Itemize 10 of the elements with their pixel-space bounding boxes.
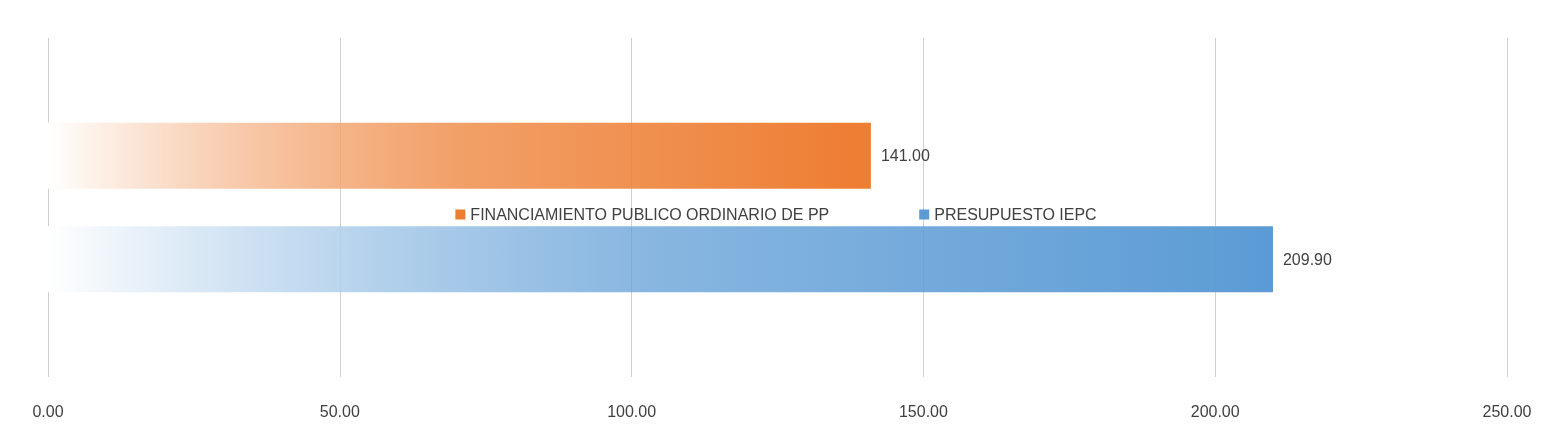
x-tick-label: 200.00 bbox=[1190, 402, 1240, 420]
x-tick-label: 250.00 bbox=[1482, 402, 1532, 420]
legend-label: FINANCIAMIENTO PUBLICO ORDINARIO DE PP bbox=[470, 206, 830, 223]
legend-label: PRESUPUESTO IEPC bbox=[934, 206, 1097, 223]
x-tick-label: 150.00 bbox=[898, 402, 948, 420]
x-tick-label: 0.00 bbox=[32, 402, 64, 420]
x-tick-label: 100.00 bbox=[607, 402, 657, 420]
x-tick-label: 50.00 bbox=[319, 402, 360, 420]
data-label: 141.00 bbox=[880, 147, 930, 165]
data-label: 209.90 bbox=[1282, 250, 1333, 268]
